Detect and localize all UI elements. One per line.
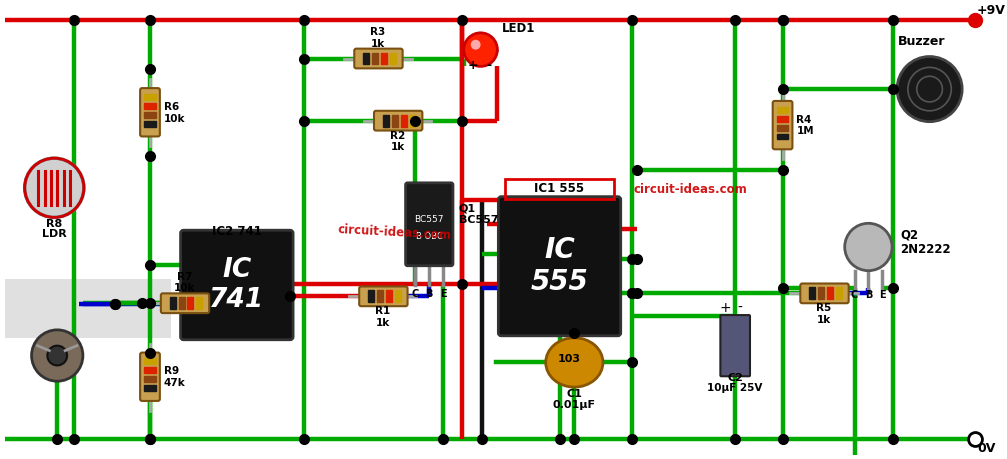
Bar <box>395 291 401 302</box>
FancyBboxPatch shape <box>801 284 849 303</box>
Bar <box>144 103 156 109</box>
Bar <box>144 94 156 100</box>
Bar <box>776 107 788 113</box>
Bar <box>818 287 824 299</box>
Text: IC
741: IC 741 <box>209 257 265 313</box>
Text: R5
1k: R5 1k <box>817 303 832 325</box>
Circle shape <box>464 33 497 67</box>
Bar <box>170 297 175 309</box>
FancyBboxPatch shape <box>406 183 453 266</box>
Text: +: + <box>467 59 478 73</box>
Text: circuit-ideas.com: circuit-ideas.com <box>337 223 452 242</box>
Bar <box>144 376 156 382</box>
Bar <box>386 291 392 302</box>
Text: IC1 555: IC1 555 <box>535 182 585 195</box>
FancyBboxPatch shape <box>374 111 422 130</box>
Circle shape <box>24 158 84 218</box>
Text: B OBC: B OBC <box>416 232 443 241</box>
FancyBboxPatch shape <box>498 196 620 336</box>
Bar <box>196 297 202 309</box>
Text: 0V: 0V <box>977 442 995 455</box>
Text: -: - <box>738 301 742 315</box>
FancyBboxPatch shape <box>772 101 793 149</box>
Circle shape <box>47 346 67 365</box>
Bar <box>390 53 396 64</box>
Text: -: - <box>486 59 491 73</box>
Bar <box>827 287 833 299</box>
Text: E: E <box>440 290 446 299</box>
Text: R1
1k: R1 1k <box>376 306 391 328</box>
Text: R6
10k: R6 10k <box>164 102 185 123</box>
Text: R7
10k: R7 10k <box>174 272 195 293</box>
Text: +: + <box>720 301 731 315</box>
Text: R9
47k: R9 47k <box>164 366 185 388</box>
Text: IC2 741: IC2 741 <box>211 225 262 238</box>
Bar <box>369 291 374 302</box>
Text: Buzzer: Buzzer <box>898 35 946 48</box>
Bar <box>776 134 788 140</box>
FancyBboxPatch shape <box>354 49 403 68</box>
Bar <box>144 121 156 127</box>
Text: LED1: LED1 <box>502 22 536 35</box>
Text: Q2
2N2222: Q2 2N2222 <box>900 228 951 256</box>
Bar <box>144 112 156 118</box>
FancyBboxPatch shape <box>720 315 750 376</box>
Bar <box>810 287 815 299</box>
Text: R4
1M: R4 1M <box>797 115 814 136</box>
Text: Q1
BC557: Q1 BC557 <box>459 204 498 225</box>
Circle shape <box>897 56 962 122</box>
Circle shape <box>845 223 892 271</box>
Text: BC557: BC557 <box>415 215 444 224</box>
Bar <box>383 115 389 127</box>
Text: B: B <box>865 291 872 300</box>
Bar <box>381 53 387 64</box>
Text: 10μF 25V: 10μF 25V <box>708 383 763 393</box>
Bar <box>144 358 156 364</box>
Text: C: C <box>851 291 858 300</box>
Bar <box>372 53 378 64</box>
Bar <box>392 115 398 127</box>
Text: circuit-ideas.com: circuit-ideas.com <box>633 183 747 196</box>
Bar <box>377 291 383 302</box>
Bar <box>187 297 193 309</box>
Text: 0.01μF: 0.01μF <box>553 400 596 410</box>
Bar <box>776 116 788 122</box>
Ellipse shape <box>546 338 603 387</box>
Text: IC
555: IC 555 <box>531 236 588 297</box>
Circle shape <box>470 40 480 50</box>
Text: C1: C1 <box>566 389 582 399</box>
Text: R3
1k: R3 1k <box>371 27 386 49</box>
FancyBboxPatch shape <box>180 230 293 340</box>
Text: LDR: LDR <box>42 229 66 239</box>
Bar <box>144 367 156 373</box>
Text: C: C <box>412 290 419 299</box>
Text: 103: 103 <box>558 354 581 364</box>
Circle shape <box>31 330 83 381</box>
Text: B: B <box>426 290 433 299</box>
FancyBboxPatch shape <box>5 279 171 338</box>
Text: R2
1k: R2 1k <box>390 130 405 152</box>
Text: R8: R8 <box>46 219 62 229</box>
FancyBboxPatch shape <box>359 286 408 306</box>
Text: E: E <box>879 291 885 300</box>
Text: C2: C2 <box>727 373 743 383</box>
Bar <box>178 297 184 309</box>
Bar <box>144 385 156 391</box>
FancyBboxPatch shape <box>140 88 160 136</box>
Bar <box>776 125 788 130</box>
FancyBboxPatch shape <box>161 293 209 313</box>
Text: +9V: +9V <box>977 4 1006 17</box>
FancyBboxPatch shape <box>140 353 160 401</box>
Bar <box>401 115 407 127</box>
Bar <box>364 53 370 64</box>
Bar <box>836 287 842 299</box>
Bar <box>410 115 416 127</box>
